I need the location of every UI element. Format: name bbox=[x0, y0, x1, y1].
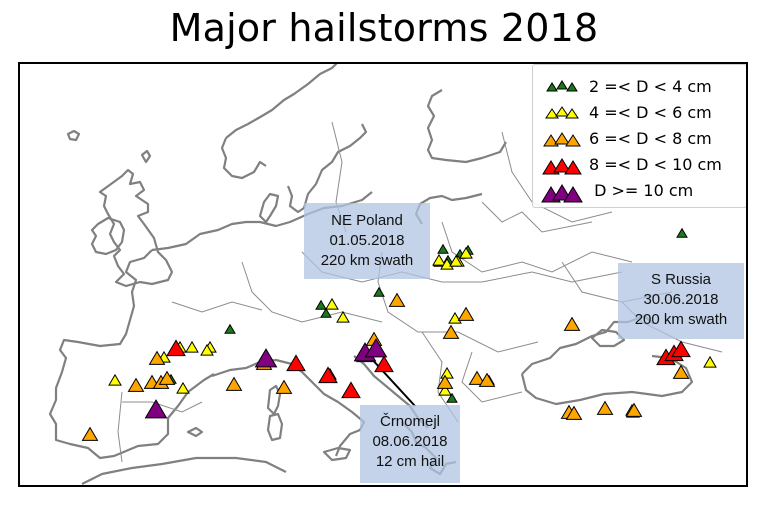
hail-marker-triangle-icon bbox=[275, 379, 293, 394]
hail-marker-triangle-icon bbox=[341, 381, 361, 399]
annotation-line: 200 km swath bbox=[634, 311, 728, 328]
hail-marker-triangle-icon bbox=[148, 350, 166, 365]
legend: 2 =< D < 4 cm 4 =< D < 6 cm 6 =< D < 8 c… bbox=[532, 64, 746, 208]
hail-marker-triangle-icon bbox=[596, 400, 614, 415]
hail-marker-triangle-icon bbox=[448, 311, 462, 324]
hail-marker-triangle-icon bbox=[185, 340, 199, 353]
hail-markers bbox=[81, 227, 717, 441]
annotation-line: 220 km swath bbox=[320, 252, 414, 269]
annotation-line: Črnomejl bbox=[379, 413, 440, 430]
hail-marker-triangle-icon bbox=[478, 372, 496, 387]
legend-label: 6 =< D < 8 cm bbox=[589, 129, 712, 148]
hail-marker-triangle-icon bbox=[374, 355, 394, 373]
hail-marker-triangle-icon bbox=[158, 370, 176, 385]
legend-item-6-8cm: 6 =< D < 8 cm bbox=[533, 127, 746, 153]
hail-marker-triangle-icon bbox=[81, 426, 99, 441]
hail-marker-triangle-icon bbox=[224, 323, 236, 334]
hail-marker-triangle-icon bbox=[563, 316, 581, 331]
hail-marker-triangle-icon bbox=[320, 307, 332, 318]
hail-marker-triangle-icon bbox=[254, 348, 278, 368]
green-triangle-icon bbox=[546, 80, 578, 92]
hail-marker-triangle-icon bbox=[127, 377, 145, 392]
hail-marker-triangle-icon bbox=[672, 364, 690, 379]
hail-marker-triangle-icon bbox=[459, 246, 473, 259]
hail-marker-triangle-icon bbox=[703, 355, 717, 368]
hail-marker-triangle-icon bbox=[144, 399, 168, 419]
hail-marker-triangle-icon bbox=[388, 292, 406, 307]
hail-marker-triangle-icon bbox=[286, 354, 306, 372]
legend-label: D >= 10 cm bbox=[589, 181, 694, 200]
purple-triangle-icon bbox=[541, 184, 583, 203]
annotation-line: 01.05.2018 bbox=[329, 232, 405, 249]
hail-marker-triangle-icon bbox=[373, 286, 385, 297]
hail-marker-triangle-icon bbox=[166, 339, 186, 357]
annotation-line: NE Poland bbox=[331, 212, 403, 229]
hail-marker-triangle-icon bbox=[671, 340, 691, 358]
hail-marker-triangle-icon bbox=[437, 243, 449, 254]
annotation-line: 12 cm hail bbox=[375, 453, 445, 470]
hail-marker-triangle-icon bbox=[565, 405, 583, 420]
map-title: Major hailstorms 2018 bbox=[169, 6, 599, 50]
hail-marker-triangle-icon bbox=[432, 253, 446, 266]
red-triangle-icon bbox=[542, 158, 582, 175]
hail-marker-triangle-icon bbox=[364, 338, 388, 358]
hail-marker-triangle-icon bbox=[200, 343, 214, 356]
hail-marker-triangle-icon bbox=[176, 381, 190, 394]
annotation-s-russia: S Russia 30.06.2018 200 km swath bbox=[618, 263, 744, 339]
legend-item-2-4cm: 2 =< D < 4 cm bbox=[533, 75, 746, 101]
annotation-line: 30.06.2018 bbox=[643, 291, 719, 308]
hail-marker-triangle-icon bbox=[449, 254, 463, 267]
hail-marker-triangle-icon bbox=[457, 306, 475, 321]
hail-marker-triangle-icon bbox=[225, 376, 243, 391]
hail-marker-triangle-icon bbox=[315, 299, 327, 310]
legend-label: 2 =< D < 4 cm bbox=[589, 77, 712, 96]
hail-marker-triangle-icon bbox=[108, 373, 122, 386]
hail-marker-triangle-icon bbox=[318, 366, 338, 384]
hail-marker-triangle-icon bbox=[676, 227, 688, 238]
annotation-line: S Russia bbox=[650, 271, 712, 288]
crnomejl-pointer-line bbox=[368, 355, 416, 407]
hail-marker-triangle-icon bbox=[325, 297, 339, 310]
annotation-line: 08.06.2018 bbox=[372, 433, 448, 450]
map-frame: 2 =< D < 4 cm 4 =< D < 6 cm 6 =< D < 8 c… bbox=[18, 62, 748, 487]
hail-marker-triangle-icon bbox=[438, 383, 452, 396]
annotation-crnomejl: Črnomejl 08.06.2018 12 cm hail bbox=[360, 405, 460, 483]
annotation-ne-poland: NE Poland 01.05.2018 220 km swath bbox=[304, 203, 430, 279]
hail-marker-triangle-icon bbox=[625, 402, 643, 417]
orange-triangle-icon bbox=[543, 132, 581, 147]
legend-item-10cm-plus: D >= 10 cm bbox=[533, 179, 746, 205]
hail-marker-triangle-icon bbox=[468, 370, 486, 385]
hail-marker-triangle-icon bbox=[440, 366, 454, 379]
hail-marker-triangle-icon bbox=[336, 310, 350, 323]
hail-marker-triangle-icon bbox=[446, 392, 458, 403]
hail-marker-triangle-icon bbox=[436, 374, 454, 389]
yellow-triangle-icon bbox=[545, 106, 579, 119]
legend-item-4-6cm: 4 =< D < 6 cm bbox=[533, 101, 746, 127]
legend-item-8-10cm: 8 =< D < 10 cm bbox=[533, 153, 746, 179]
hail-marker-triangle-icon bbox=[442, 324, 460, 339]
legend-label: 4 =< D < 6 cm bbox=[589, 103, 712, 122]
legend-label: 8 =< D < 10 cm bbox=[589, 155, 722, 174]
